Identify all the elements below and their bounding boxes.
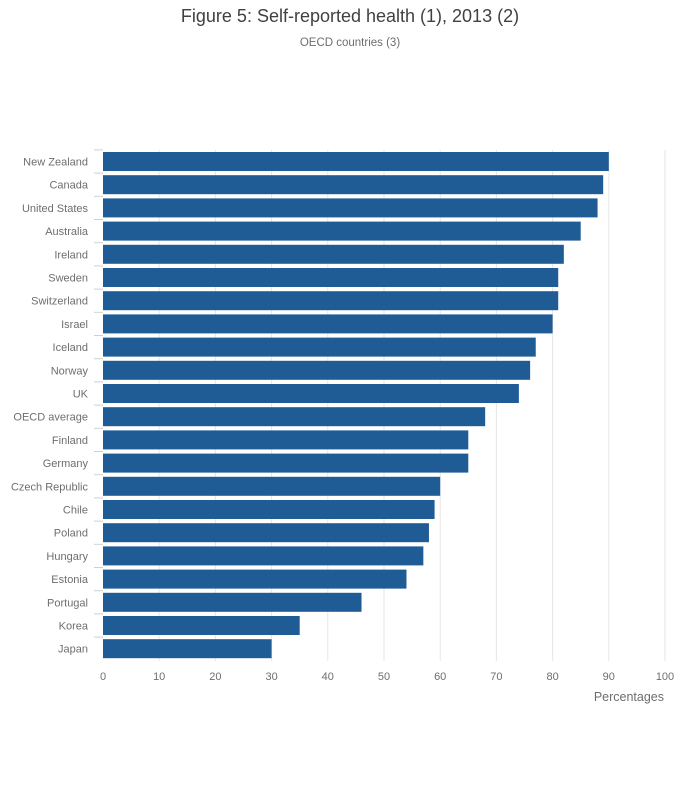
y-tick-label: Japan xyxy=(58,644,88,656)
bar xyxy=(103,546,424,566)
bar xyxy=(103,616,300,635)
y-tick-label: Iceland xyxy=(53,342,88,354)
bar xyxy=(103,523,429,543)
chart-subtitle: OECD countries (3) xyxy=(299,37,401,49)
x-tick-label: 100 xyxy=(656,671,674,683)
y-tick-label: Sweden xyxy=(48,273,88,285)
x-axis-labels: 0 10 20 30 40 50 60 70 80 90 100 xyxy=(100,671,674,683)
x-tick-label: 90 xyxy=(603,671,615,683)
bar xyxy=(103,152,609,171)
y-tick-label: Estonia xyxy=(51,574,89,586)
y-tick-label: Korea xyxy=(59,621,89,633)
bars xyxy=(103,152,609,659)
x-axis-title: Percentages xyxy=(594,690,664,704)
bar xyxy=(103,314,553,334)
bar xyxy=(103,337,536,357)
bar xyxy=(103,476,441,496)
bar xyxy=(103,244,564,264)
bar xyxy=(103,592,362,612)
bar xyxy=(103,291,559,311)
x-tick-label: 50 xyxy=(378,671,390,683)
y-axis-ticks xyxy=(94,149,103,638)
bar xyxy=(103,268,559,287)
chart-title: Figure 5: Self-reported health (1), 2013… xyxy=(180,6,520,26)
bar xyxy=(103,407,486,427)
y-tick-label: Ireland xyxy=(54,249,88,261)
x-tick-label: 30 xyxy=(265,671,277,683)
x-tick-label: 0 xyxy=(100,671,106,683)
bar xyxy=(103,453,469,473)
x-tick-label: 40 xyxy=(322,671,334,683)
x-tick-label: 80 xyxy=(546,671,558,683)
bar xyxy=(103,639,272,659)
bar xyxy=(103,198,598,218)
y-tick-label: Australia xyxy=(45,226,89,238)
x-tick-label: 10 xyxy=(153,671,165,683)
bar xyxy=(103,360,531,380)
bar xyxy=(103,430,469,450)
y-tick-label: United States xyxy=(22,203,89,215)
x-tick-label: 20 xyxy=(209,671,221,683)
bar xyxy=(103,175,604,195)
y-axis-labels: New Zealand Canada United States Australia I… xyxy=(11,157,89,656)
y-tick-label: Canada xyxy=(49,180,88,192)
bar xyxy=(103,569,407,589)
bar xyxy=(103,221,581,241)
y-tick-label: Poland xyxy=(54,528,88,540)
y-tick-label: Chile xyxy=(63,505,88,517)
y-tick-label: Finland xyxy=(52,435,88,447)
y-tick-label: UK xyxy=(73,389,89,401)
x-tick-label: 70 xyxy=(490,671,502,683)
y-tick-label: Czech Republic xyxy=(11,481,89,493)
bar xyxy=(103,500,435,519)
y-tick-label: Israel xyxy=(61,319,88,331)
y-tick-label: Hungary xyxy=(46,551,88,563)
y-tick-label: Germany xyxy=(43,458,89,470)
y-tick-label: Switzerland xyxy=(31,296,88,308)
y-tick-label: OECD average xyxy=(13,412,88,424)
x-tick-label: 60 xyxy=(434,671,446,683)
y-tick-label: Portugal xyxy=(47,597,88,609)
bar xyxy=(103,384,519,403)
y-tick-label: Norway xyxy=(51,365,89,377)
y-tick-label: New Zealand xyxy=(23,157,88,169)
